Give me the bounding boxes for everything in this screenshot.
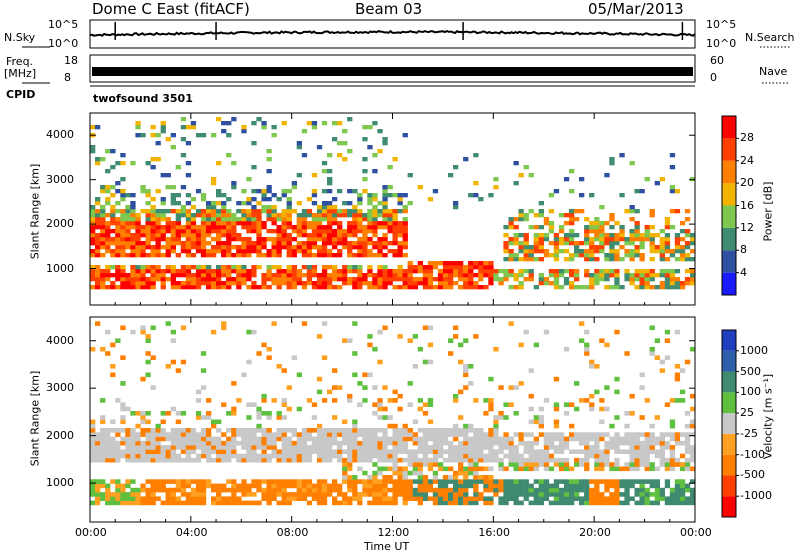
- velocity-colorbar-tick: 1000: [740, 343, 768, 357]
- nsearch-tick-bottom: 10^0: [706, 37, 737, 50]
- freq-label: Freq.: [6, 55, 34, 68]
- velocity-heatmap: [90, 321, 696, 506]
- power-colorbar-tick: 28: [740, 131, 754, 145]
- velocity-colorbar-tick: -25: [740, 426, 758, 440]
- velocity-colorbar: [721, 329, 739, 518]
- velocity-colorbar-tick: -1000: [740, 489, 772, 503]
- x-axis-title: Time UT: [364, 540, 410, 553]
- y-axis-ticks: [90, 134, 695, 484]
- x-tick-label: 20:00: [579, 526, 611, 539]
- nsearch-tick-top: 10^5: [706, 18, 737, 31]
- freq-panel: [89, 54, 696, 83]
- nsky-trace: [89, 22, 696, 40]
- power-colorbar-title: Power [dB]: [761, 181, 775, 242]
- station-title: Dome C East (fitACF): [92, 0, 250, 18]
- x-tick-label: 16:00: [478, 526, 511, 539]
- vel-ytick-label: 2000: [46, 428, 74, 442]
- power-colorbar: [721, 115, 739, 296]
- cpid-value: twofsound 3501: [93, 92, 193, 105]
- nsky-label: N.Sky: [4, 31, 36, 44]
- velocity-colorbar-tick: -500: [740, 468, 765, 482]
- x-tick-label: 04:00: [175, 526, 208, 539]
- velocity-colorbar-tick: 25: [740, 406, 754, 420]
- freq-tick-bottom: 8: [64, 71, 71, 84]
- power-ytick-label: 4000: [46, 128, 74, 142]
- freq-units: [MHz]: [4, 67, 37, 80]
- power-colorbar-tick: 20: [740, 176, 754, 190]
- power-colorbar-tick: 4: [740, 265, 747, 279]
- velocity-colorbar-tick: 500: [740, 364, 761, 378]
- x-tick-label: 08:00: [276, 526, 309, 539]
- cpid-label: CPID: [6, 88, 36, 101]
- power-colorbar-tick: 12: [740, 220, 754, 234]
- x-tick-label: 00:00: [680, 526, 712, 539]
- power-ytick-label: 1000: [46, 261, 74, 275]
- nave-label: Nave: [759, 65, 788, 78]
- power-colorbar-tick: 16: [740, 198, 754, 212]
- power-ytick-label: 2000: [46, 217, 74, 231]
- nave-tick-bottom: 0: [710, 71, 717, 84]
- beam-label: Beam 03: [355, 0, 423, 18]
- power-colorbar-tick: 24: [740, 153, 754, 167]
- nsky-tick-bottom: 10^0: [48, 37, 79, 50]
- power-colorbar-tick: 8: [740, 243, 747, 257]
- freq-tick-top: 18: [64, 54, 78, 67]
- vel-ytick-label: 3000: [46, 381, 74, 395]
- power-ylabel: Slant Range [km]: [28, 163, 42, 260]
- nsearch-label: N.Search: [745, 31, 795, 44]
- velocity-colorbar-tick: -100: [740, 447, 765, 461]
- power-ytick-label: 3000: [46, 172, 74, 186]
- freq-trace: [92, 67, 693, 76]
- velocity-ylabel: Slant Range [km]: [28, 370, 42, 467]
- x-axis-ticks: [89, 113, 696, 522]
- velocity-colorbar-tick: 100: [740, 385, 761, 399]
- nave-tick-top: 60: [710, 54, 724, 67]
- x-tick-label: 00:00: [75, 526, 107, 539]
- date-label: 05/Mar/2013: [588, 0, 684, 18]
- x-tick-label: 12:00: [377, 526, 410, 539]
- power-heatmap: [90, 117, 696, 290]
- vel-ytick-label: 4000: [46, 333, 74, 347]
- nsky-tick-top: 10^5: [48, 18, 79, 31]
- vel-ytick-label: 1000: [46, 476, 74, 490]
